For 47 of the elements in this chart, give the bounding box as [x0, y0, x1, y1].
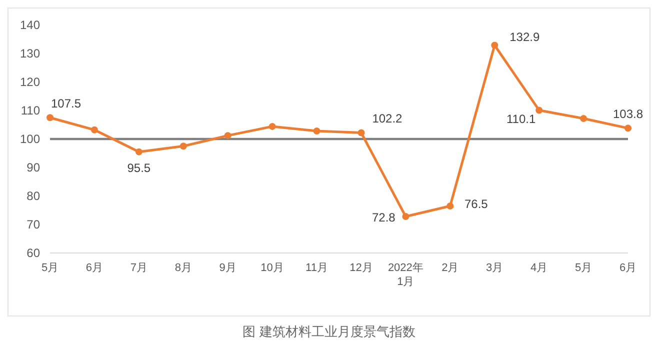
data-label: 132.9: [510, 30, 540, 44]
point: [580, 114, 588, 122]
point: [224, 132, 232, 140]
point: [358, 129, 365, 136]
y-tick-label: 90: [26, 160, 40, 174]
data-label: 95.5: [127, 160, 151, 175]
y-tick-label: 120: [20, 75, 40, 89]
point: [536, 106, 543, 114]
plot: 60 70 80 90 100 110 120 130 140 5月 6月 7月 8月 9月 10月 11月 12月 2022年 1月 2月 3月 4月 5月 6月 107.5 95.5 102.2 72.8 76.5 132.9 110.1 103.8: [20, 18, 644, 288]
point: [90, 126, 98, 134]
data-label: 102.2: [372, 112, 403, 126]
point: [180, 142, 187, 150]
y-tick-label: 100: [20, 132, 40, 146]
y-tick-label: 80: [26, 189, 40, 203]
x-tick-label: 2月: [442, 262, 459, 274]
x-tick-label: 6月: [619, 262, 637, 274]
data-label: 72.8: [372, 210, 396, 225]
point: [135, 148, 142, 156]
y-tick-label: 70: [26, 218, 40, 232]
x-tick-label: 8月: [174, 262, 192, 274]
y-tick-label: 140: [20, 18, 40, 32]
data-label: 107.5: [50, 96, 82, 111]
point: [46, 114, 54, 122]
x-tick-label: 10月: [260, 262, 284, 274]
point: [313, 128, 320, 135]
x-tick-label: 7月: [130, 262, 148, 274]
y-tick-label: 130: [20, 46, 40, 60]
data-label: 110.1: [506, 112, 536, 126]
x-tick-label: 3月: [486, 262, 504, 274]
y-tick-label: 60: [26, 246, 40, 260]
x-tick-label: 11月: [306, 262, 328, 274]
x-tick-label: 2022年 1月: [388, 262, 424, 288]
x-tick-label: 5月: [574, 262, 592, 274]
x-tick-label: 4月: [530, 262, 548, 274]
x-tick-label: 12月: [350, 262, 373, 274]
point: [491, 42, 498, 49]
data-label: 76.5: [464, 196, 488, 211]
point: [446, 202, 454, 210]
x-tick-label: 9月: [219, 262, 236, 274]
x-tick-label: 6月: [86, 262, 104, 274]
data-label: 103.8: [612, 107, 644, 122]
x-tick-label: 5月: [41, 262, 59, 274]
point: [402, 213, 410, 220]
y-tick-label: 110: [20, 104, 40, 118]
point: [624, 124, 632, 132]
text: 图 建筑材料工业月度景气指数: [242, 324, 416, 339]
point: [268, 122, 276, 130]
